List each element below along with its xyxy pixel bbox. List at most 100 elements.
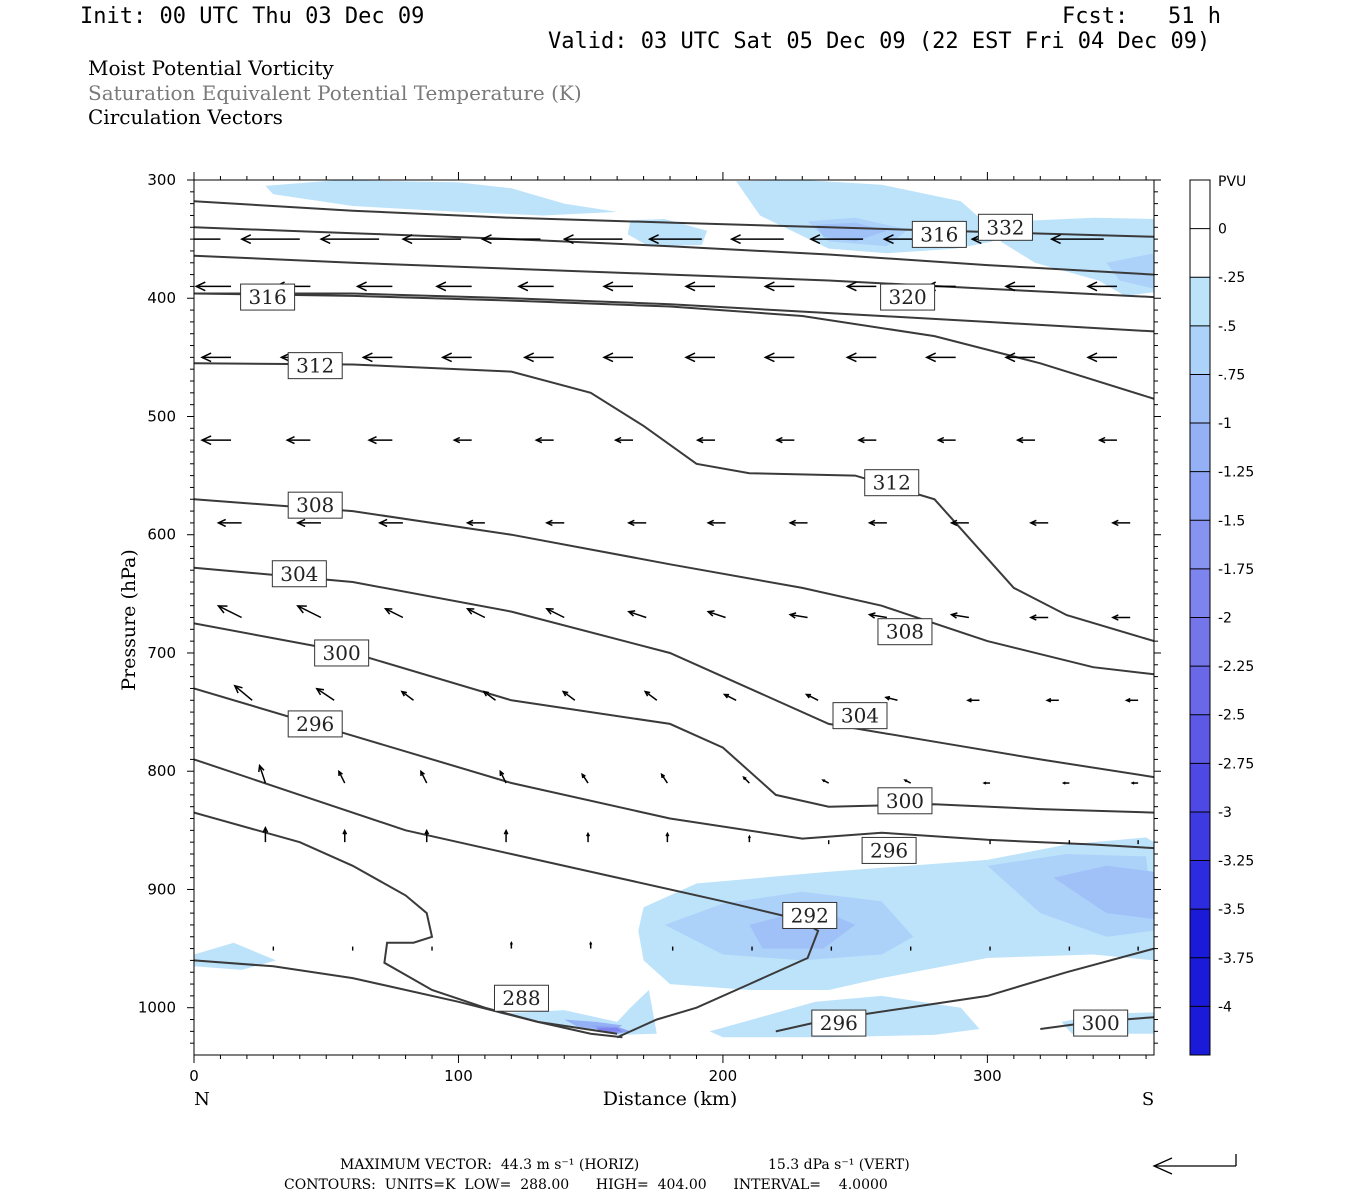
- colorbar-segment: [1190, 811, 1210, 862]
- theta-contour-308: [194, 498, 1154, 676]
- contour-label-box: [811, 1009, 867, 1037]
- colorbar: PVU 0 -.25 -.5 -.75 -1 -1.25 -1.5 -1.75 -2 -2.25 -2…: [1189, 174, 1254, 1056]
- title-mpv: Moist Potential Vorticity: [88, 56, 334, 80]
- contour-label-9: 300: [314, 639, 370, 667]
- contour-label-text: 332: [986, 215, 1024, 239]
- wind-vector-head: [262, 825, 269, 833]
- colorbar-tick-label: -2.25: [1218, 659, 1254, 675]
- wind-vector-head: [949, 612, 958, 619]
- contour-label-15: 288: [493, 984, 549, 1012]
- contour-label-text: 304: [841, 704, 879, 728]
- wind-vector: [867, 519, 887, 527]
- wind-vector: [338, 769, 346, 784]
- wind-vector: [966, 697, 980, 703]
- wind-vector-head: [821, 779, 826, 783]
- contour-label-text: 296: [870, 838, 908, 862]
- wind-vector: [949, 519, 969, 527]
- y-tick-label: 700: [147, 644, 176, 662]
- contour-label-3: 316: [911, 220, 967, 248]
- wind-vector-shaft: [885, 696, 898, 701]
- wind-vector-shaft: [338, 771, 346, 784]
- wind-vector: [545, 608, 565, 619]
- wind-vector: [1130, 781, 1139, 785]
- wind-vector: [440, 352, 472, 363]
- wind-vector-head: [884, 695, 891, 701]
- axes: 300 400 500 600 700 800 900 1000 0 100 200 300 N S Dis…: [118, 171, 1161, 1110]
- wind-vector-head: [233, 684, 243, 694]
- wind-vector-head: [936, 436, 945, 444]
- wind-vector-head: [545, 519, 553, 527]
- contour-label-6: 308: [287, 491, 343, 519]
- contour-label-0: 332: [977, 213, 1033, 241]
- wind-vector-head: [1029, 519, 1037, 527]
- pv-region-12: [1106, 253, 1154, 289]
- wind-vector: [775, 436, 795, 444]
- wind-vector-shaft: [546, 608, 565, 619]
- theta-contour-2: [194, 254, 1154, 299]
- wind-vector: [1111, 614, 1131, 621]
- wind-vector: [194, 238, 221, 240]
- y-axis-label: Pressure (hPa): [118, 549, 140, 691]
- wind-vector-head: [949, 519, 958, 527]
- max-vector-vert: 15.3 dPa s⁻¹ (VERT): [768, 1157, 910, 1173]
- contour-label-box: [911, 220, 967, 248]
- wind-vector-head: [660, 772, 666, 779]
- colorbar-tick-label: -.75: [1218, 367, 1245, 383]
- colorbar-tick-label: -3: [1218, 805, 1232, 821]
- wind-vector: [903, 779, 912, 784]
- wind-vector-shaft: [581, 773, 589, 784]
- wind-vector-head: [482, 690, 490, 697]
- wind-vector-head: [581, 772, 586, 779]
- wind-vector-head: [627, 610, 636, 617]
- wind-vector-head: [809, 234, 821, 245]
- wind-vector: [586, 831, 591, 843]
- contour-label-text: 308: [296, 493, 334, 517]
- wind-vector: [936, 436, 956, 444]
- wind-vector: [233, 684, 253, 701]
- title-vectors: Circulation Vectors: [88, 105, 283, 129]
- wind-vector-head: [285, 436, 295, 445]
- wind-vector: [258, 763, 267, 784]
- contour-label-box: [493, 984, 549, 1012]
- wind-vector-head: [315, 687, 325, 696]
- contour-label-box: [832, 702, 888, 730]
- wind-vector: [884, 695, 898, 701]
- wind-vector-head: [509, 941, 513, 945]
- colorbar-segment: [1190, 957, 1210, 1007]
- wind-vector-head: [296, 605, 307, 614]
- contour-label-box: [880, 283, 936, 311]
- wind-vector: [200, 435, 232, 446]
- colorbar-segment: [1190, 617, 1210, 667]
- wind-vector-head: [1130, 781, 1135, 785]
- contour-label-box: [864, 469, 920, 497]
- wind-vector: [452, 436, 472, 444]
- contour-label-box: [861, 836, 917, 864]
- valid-time: Valid: 03 UTC Sat 05 Dec 09 (22 EST Fri …: [548, 29, 1211, 54]
- wind-vector-head: [424, 828, 430, 835]
- wind-vector: [194, 281, 232, 292]
- wind-vector: [361, 352, 393, 363]
- pv-region-6: [498, 990, 657, 1035]
- wind-vector-head: [401, 234, 413, 245]
- wind-vector: [1111, 519, 1131, 527]
- wind-vector-head: [452, 436, 461, 444]
- wind-vector: [845, 281, 877, 292]
- colorbar-segment: [1190, 374, 1210, 424]
- wind-vector-head: [586, 831, 591, 837]
- y-tick-label: 400: [147, 289, 176, 307]
- contour-label-text: 288: [502, 986, 540, 1010]
- theta-contour-12: [194, 959, 623, 1039]
- wind-vector-head: [882, 234, 894, 245]
- colorbar-tick-label: -3.25: [1218, 854, 1254, 870]
- wind-vector-head: [684, 352, 696, 363]
- wind-vector-head: [867, 612, 876, 619]
- wind-vector: [1029, 614, 1049, 621]
- colorbar-tick-label: -2: [1218, 611, 1232, 627]
- wind-vector-shaft: [258, 765, 267, 784]
- wind-vector: [285, 436, 311, 445]
- wind-vector-head: [742, 775, 747, 781]
- wind-vector: [706, 519, 726, 527]
- wind-vector: [589, 941, 593, 949]
- wind-vector-head: [1097, 436, 1106, 444]
